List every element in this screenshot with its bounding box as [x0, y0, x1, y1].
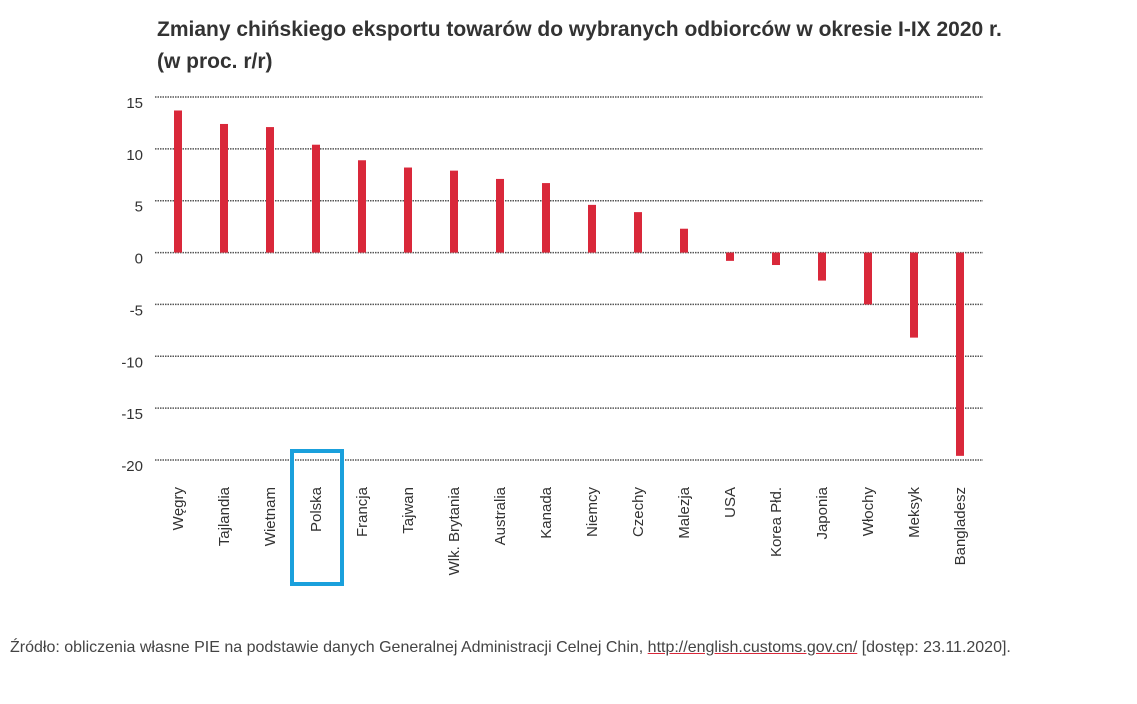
x-tick-label: Malezja — [676, 486, 693, 538]
x-tick-label: Wietnam — [262, 487, 279, 546]
source-link[interactable]: http://english.customs.gov.cn/ — [647, 639, 858, 656]
highlight-box — [290, 449, 344, 586]
x-tick-label: Polska — [308, 486, 325, 532]
x-tick-label: Japonia — [814, 486, 831, 539]
x-tick-label: Włochy — [860, 487, 877, 537]
bar-meksyk — [910, 252, 918, 338]
x-tick-label: Bangladesz — [952, 487, 969, 565]
bar-niemcy — [588, 204, 596, 253]
x-tick-label: USA — [722, 487, 739, 518]
y-tick-label: 10 — [126, 147, 143, 164]
x-tick-label: Francja — [354, 486, 371, 537]
bar-korea-płd- — [772, 252, 780, 266]
bar-japonia — [818, 252, 826, 281]
chart-title-line2: (w proc. r/r) — [157, 50, 273, 73]
bar-malezja — [680, 228, 688, 253]
bar-australia — [496, 178, 504, 253]
x-tick-label: Australia — [492, 486, 509, 545]
bar-wlk-brytania — [450, 170, 458, 253]
source-note: Źródło: obliczenia własne PIE na podstaw… — [10, 636, 1110, 660]
source-text: Źródło: obliczenia własne PIE na podstaw… — [10, 639, 648, 656]
bar-tajlandia — [220, 123, 228, 253]
bar-czechy — [634, 212, 642, 253]
chart-title-line1: Zmiany chińskiego eksportu towarów do wy… — [157, 18, 1002, 41]
bar-bangladesz — [956, 252, 964, 456]
y-tick-label: 15 — [126, 95, 143, 112]
y-tick-label: -15 — [121, 406, 143, 423]
x-tick-label: Tajlandia — [216, 486, 233, 546]
x-tick-label: Meksyk — [906, 487, 923, 538]
x-tick-label: Kanada — [538, 486, 555, 538]
x-tick-label: Niemcy — [584, 487, 601, 538]
x-tick-label: Wlk. Brytania — [446, 486, 463, 575]
bar-włochy — [864, 252, 872, 305]
x-tick-label: Czechy — [630, 487, 647, 538]
bar-chart: 15 10 5 0 -5 -10 -15 -20 Węgry Tajlandia Wietnam Po… — [121, 95, 983, 586]
y-tick-label: 0 — [135, 251, 143, 268]
bar-francja — [358, 160, 366, 253]
bar-wietnam — [266, 127, 274, 253]
bar-kanada — [542, 183, 550, 253]
x-tick-label: Węgry — [170, 487, 187, 531]
y-tick-label: -10 — [121, 354, 143, 371]
bar-tajwan — [404, 167, 412, 253]
bar-węgry — [174, 110, 182, 253]
y-tick-label: 5 — [135, 199, 143, 216]
bar-usa — [726, 252, 734, 261]
y-tick-label: -5 — [130, 302, 143, 319]
y-tick-label: -20 — [121, 458, 143, 475]
x-tick-label: Tajwan — [400, 487, 417, 534]
source-suffix: [dostęp: 23.11.2020]. — [857, 639, 1011, 656]
chart-title: Zmiany chińskiego eksportu towarów do wy… — [157, 14, 1002, 78]
x-tick-label: Korea Płd. — [768, 487, 785, 557]
bar-polska — [312, 144, 320, 253]
